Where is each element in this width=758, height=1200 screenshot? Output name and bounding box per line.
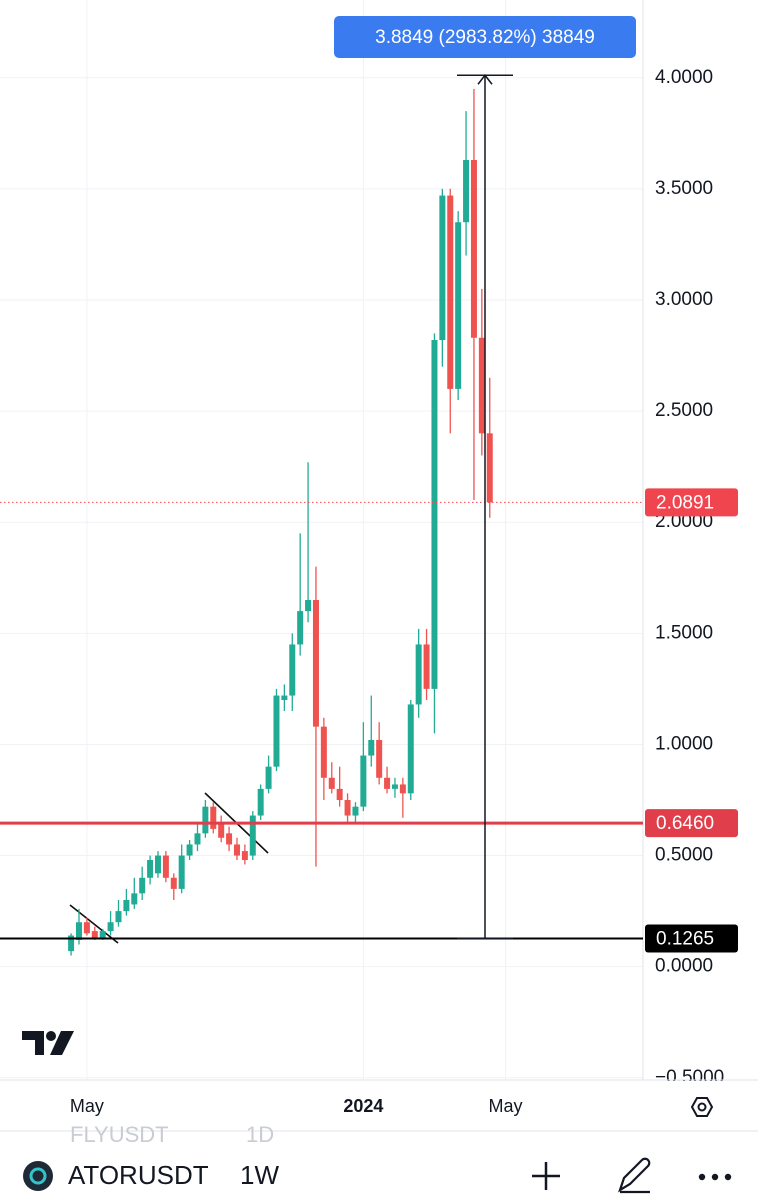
- trendline: [69, 904, 119, 944]
- interval[interactable]: 1W: [240, 1160, 279, 1190]
- candle-body: [415, 644, 422, 705]
- candle-body: [431, 340, 438, 689]
- y-tick-label: −0.5000: [655, 1067, 724, 1088]
- ghost-interval: 1D: [246, 1122, 274, 1147]
- price-label: 0.6460: [656, 813, 714, 834]
- candle-body: [210, 806, 217, 829]
- candle-body: [384, 777, 391, 789]
- candle-body: [305, 600, 312, 612]
- candle-body: [463, 160, 470, 223]
- candle-body: [218, 822, 225, 838]
- candle-body: [368, 740, 375, 756]
- draw-icon[interactable]: [618, 1157, 651, 1194]
- candle-body: [289, 644, 296, 696]
- y-tick-label: 4.0000: [655, 67, 713, 88]
- plot: [68, 88, 493, 956]
- candle-body: [336, 788, 343, 800]
- candle-body: [202, 806, 209, 834]
- candle-body: [91, 931, 98, 938]
- add-icon[interactable]: [532, 1162, 560, 1190]
- candle-body: [407, 704, 414, 794]
- candle-body: [352, 806, 359, 816]
- ghost-symbol: FLYUSDT: [70, 1122, 169, 1147]
- candle-body: [154, 855, 161, 874]
- candle-body: [194, 833, 201, 845]
- grid: [0, 0, 643, 1080]
- measure-label-box: [334, 16, 636, 58]
- candle-body: [455, 222, 462, 389]
- logo: [22, 1031, 74, 1055]
- candle-body: [470, 160, 477, 338]
- candle-body: [423, 644, 430, 689]
- candle-body: [99, 931, 106, 938]
- candle-body: [257, 788, 264, 816]
- price-label-box: [645, 809, 738, 838]
- candle-body: [241, 851, 248, 860]
- x-tick-label: May: [489, 1096, 523, 1116]
- price-label-box: [645, 488, 738, 517]
- y-tick-label: 3.0000: [655, 289, 713, 310]
- candle-body: [360, 755, 367, 807]
- candle-body: [391, 784, 398, 789]
- y-tick-label: 0.5000: [655, 845, 713, 866]
- price-axis: −0.5000 0.0000 0.5000 1.0000 1.5000 2.0000 2.5…: [655, 67, 724, 1088]
- candle-body: [107, 922, 114, 932]
- y-tick-label: 1.5000: [655, 622, 713, 643]
- more-icon[interactable]: [698, 1173, 732, 1181]
- settings-icon[interactable]: [690, 1097, 714, 1117]
- candle-body: [233, 844, 240, 856]
- candle-body: [376, 740, 383, 778]
- candle-body: [328, 777, 335, 789]
- candle-body: [486, 433, 493, 503]
- candle-body: [115, 911, 122, 923]
- candle-body: [439, 195, 446, 340]
- candle-body: [399, 784, 406, 794]
- candle-body: [178, 855, 185, 889]
- candle-body: [273, 695, 280, 767]
- candle-body: [281, 695, 288, 700]
- y-tick-label: 0.0000: [655, 956, 713, 977]
- price-label: 0.1265: [656, 929, 714, 950]
- price-label: 2.0891: [656, 492, 714, 513]
- symbol-icon[interactable]: [23, 1161, 53, 1191]
- candle-body: [83, 922, 90, 934]
- x-tick-label: 2024: [343, 1096, 383, 1116]
- y-tick-label: 3.5000: [655, 178, 713, 199]
- candle-body: [297, 611, 304, 645]
- candle-body: [162, 855, 169, 878]
- candle-body: [75, 922, 82, 940]
- levels: 2.0891 0.6460 0.1265 3.8849 (2983.82%) 3884…: [0, 16, 738, 953]
- candle-body: [131, 893, 138, 905]
- candle-body: [123, 900, 130, 912]
- measure-label: 3.8849 (2983.82%) 38849: [375, 27, 595, 48]
- symbol[interactable]: ATORUSDT: [68, 1160, 209, 1190]
- candle-body: [447, 195, 454, 389]
- candle-body: [265, 766, 272, 789]
- candle-body: [139, 877, 146, 894]
- candle-body: [226, 833, 233, 845]
- candle-body: [170, 877, 177, 889]
- y-tick-label: 2.5000: [655, 400, 713, 421]
- candle-body: [186, 844, 193, 856]
- y-tick-label: 1.0000: [655, 733, 713, 754]
- y-tick-label: 2.0000: [655, 511, 713, 532]
- measure-arrow: [477, 74, 493, 85]
- candle-body: [344, 800, 351, 816]
- price-label-box: [645, 924, 738, 953]
- x-tick-label: May: [70, 1096, 104, 1116]
- candle-body: [147, 860, 154, 878]
- candle-body: [68, 935, 75, 952]
- candle-body: [249, 815, 256, 856]
- candle-body: [312, 600, 319, 727]
- candle-body: [320, 726, 327, 778]
- candle-body: [478, 337, 485, 434]
